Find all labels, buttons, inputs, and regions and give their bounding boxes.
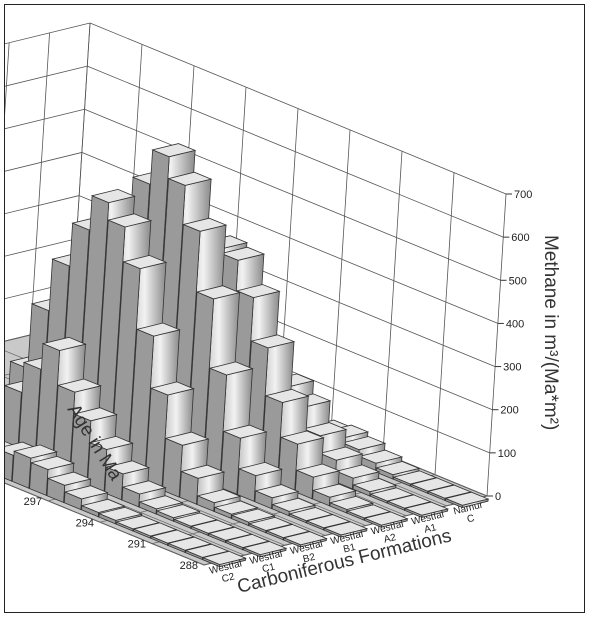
bar <box>63 485 109 511</box>
category-label-line: C2 <box>221 571 236 585</box>
category-label-line: C <box>466 513 476 525</box>
grid-line <box>5 22 91 45</box>
floor-grid-line <box>5 482 205 566</box>
bar <box>242 541 288 558</box>
category-label-line: A1 <box>423 522 438 536</box>
grid-line <box>5 42 10 115</box>
z-tick-label: 0 <box>495 491 501 503</box>
category-label-line: B2 <box>302 552 317 566</box>
grid-line <box>5 238 77 257</box>
bars <box>5 143 490 568</box>
z-tick-label: 400 <box>506 318 524 330</box>
grid-line <box>5 65 88 87</box>
z-tick-label: 100 <box>498 448 516 460</box>
bar <box>323 521 369 538</box>
grid-line <box>5 281 74 300</box>
bar <box>201 550 247 568</box>
z-tick-label: 600 <box>511 232 529 244</box>
age-tick-label: 294 <box>76 517 94 529</box>
grid-line <box>84 108 501 281</box>
grid-line <box>89 22 507 195</box>
z-tick-label: 700 <box>514 189 532 201</box>
age-tick-label: 288 <box>180 560 198 572</box>
age-tick-label: 297 <box>24 496 42 508</box>
z-tick-label: 500 <box>509 275 527 287</box>
z-tick-label: 300 <box>503 362 521 374</box>
bar <box>363 511 409 528</box>
chart-frame: 0100200300400500600700288291294297300303… <box>4 4 585 613</box>
z-axis-label: Methane in m³/(Ma*m²) <box>540 235 561 430</box>
age-tick-label: 291 <box>128 539 146 551</box>
grid-line <box>434 172 455 475</box>
bar <box>358 449 404 473</box>
category-label-line: B1 <box>342 542 357 556</box>
bar <box>121 480 167 508</box>
category-label-line: C1 <box>261 562 276 576</box>
grid-line <box>30 32 50 335</box>
bar <box>444 491 490 509</box>
bar <box>282 531 328 548</box>
grid-line <box>486 193 507 497</box>
floor-grid-line <box>5 324 72 342</box>
bar <box>179 464 226 505</box>
grid-line <box>5 108 85 130</box>
bar <box>196 489 242 512</box>
grid-line <box>382 151 403 454</box>
grid-line <box>5 152 82 172</box>
category-label-line: A2 <box>383 532 398 546</box>
grid-line <box>87 65 504 238</box>
grid-line <box>330 129 351 432</box>
grid-line <box>5 195 80 215</box>
bar <box>403 501 450 518</box>
methane-3d-bar-chart: 0100200300400500600700288291294297300303… <box>5 22 561 598</box>
z-tick-label: 200 <box>500 405 518 417</box>
